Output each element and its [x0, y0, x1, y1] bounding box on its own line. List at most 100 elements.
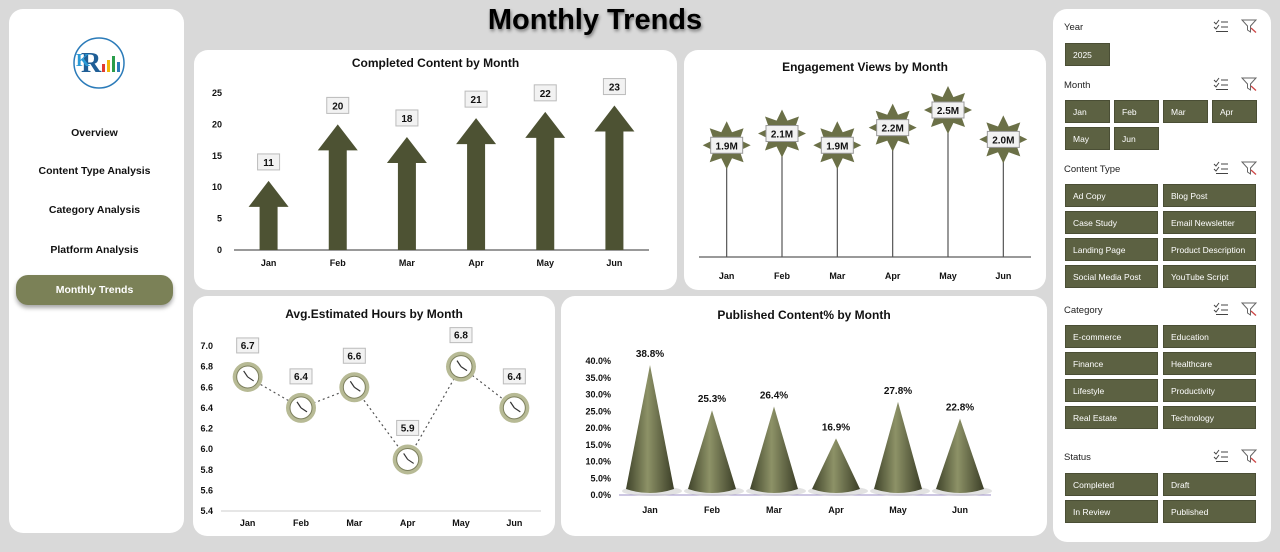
slicer-option[interactable]: Completed [1065, 473, 1158, 496]
data-label-box [710, 136, 744, 154]
data-label: 22 [540, 89, 552, 100]
slicer-option[interactable]: Case Study [1065, 211, 1158, 234]
arrow-bar [525, 111, 566, 250]
slicer-option[interactable]: Jan [1065, 100, 1110, 123]
multi-select-icon[interactable] [1213, 161, 1229, 180]
data-label-box [236, 337, 260, 354]
clock-hand [354, 386, 361, 392]
y-tick-label: 5.6 [200, 485, 213, 495]
y-tick-label: 5.8 [200, 465, 213, 475]
slicer-option[interactable]: 2025 [1065, 43, 1110, 66]
slicer-option[interactable]: Apr [1212, 100, 1257, 123]
x-tick-label: Jan [719, 271, 735, 281]
slicer-option[interactable]: Social Media Post [1065, 265, 1158, 288]
slicer-option[interactable]: Education [1163, 325, 1256, 348]
x-tick-label: May [452, 518, 470, 528]
data-label-box [342, 347, 366, 364]
clock-hand [514, 407, 521, 413]
y-tick-label: 15 [212, 151, 222, 161]
filter-title: Content Type [1064, 164, 1121, 175]
x-tick-label: Feb [774, 271, 791, 281]
clock-hand [403, 453, 409, 460]
filter-title: Month [1064, 80, 1091, 91]
data-label: 2.5M [937, 106, 959, 117]
slicer-option[interactable]: E-commerce [1065, 325, 1158, 348]
filter-3-controls [1213, 302, 1258, 321]
clear-filter-icon[interactable] [1240, 77, 1258, 96]
nav-content-type-analysis[interactable]: Content Type Analysis [38, 165, 151, 177]
data-label-box [876, 119, 910, 137]
data-label: 6.8 [454, 331, 468, 342]
nav-platform-analysis[interactable]: Platform Analysis [50, 244, 139, 256]
slicer-option[interactable]: Real Estate [1065, 406, 1158, 429]
avg-hours-plot: 7.0 6.8 6.6 6.4 6.2 6.0 5.8 5.6 5.4 6.7 Jan 6.4 Feb 6… [200, 327, 541, 528]
completed-content-plot: 0 5 10 15 20 25 11 Jan 20 Feb 18 Mar 21 Apr 22 May 23 Jun [212, 78, 649, 268]
nav-category-analysis[interactable]: Category Analysis [48, 204, 141, 216]
chart-title: Completed Content by Month [351, 56, 520, 70]
multi-select-icon[interactable] [1213, 302, 1229, 321]
slicer-option[interactable]: Draft [1163, 473, 1256, 496]
engagement-views-plot: 1.9M Jan 2.1M Feb 1.9M Mar 2.2M Apr 2.5M May 2.0M J… [699, 86, 1031, 281]
multi-select-icon[interactable] [1213, 19, 1229, 38]
nav-overview[interactable]: Overview [71, 127, 118, 139]
y-tick-label: 6.4 [200, 403, 213, 413]
slicer-option[interactable]: Ad Copy [1065, 184, 1158, 207]
y-tick-label: 0 [217, 245, 222, 255]
slicer-option[interactable]: Feb [1114, 100, 1159, 123]
slicer-option[interactable]: Landing Page [1065, 238, 1158, 261]
slicer-option[interactable]: Finance [1065, 352, 1158, 375]
y-tick-label: 20.0% [585, 423, 611, 433]
slicer-option[interactable]: Technology [1163, 406, 1256, 429]
slicer-option[interactable]: Healthcare [1163, 352, 1256, 375]
slicer-option[interactable]: Email Newsletter [1163, 211, 1256, 234]
data-label-box [820, 136, 854, 154]
clear-filter-icon[interactable] [1240, 161, 1258, 180]
slicer-option[interactable]: Product Description [1163, 238, 1256, 261]
multi-select-icon[interactable] [1213, 449, 1229, 468]
data-label: 1.9M [826, 141, 848, 152]
arrow-bar [248, 180, 289, 250]
data-label: 1.9M [716, 141, 738, 152]
slicer-option[interactable]: YouTube Script [1163, 265, 1256, 288]
slicer-option[interactable]: Mar [1163, 100, 1208, 123]
data-label: 25.3% [698, 394, 726, 405]
clock-hand [247, 376, 254, 382]
data-label: 21 [471, 95, 483, 106]
nav-monthly-trends[interactable]: Monthly Trends [16, 275, 173, 305]
x-tick-label: Jun [952, 505, 968, 515]
published-content-chart: Published Content% by Month 40.0% 35.0% 30… [561, 296, 1047, 536]
slicer-option[interactable]: Lifestyle [1065, 379, 1158, 402]
multi-select-icon[interactable] [1213, 77, 1229, 96]
y-tick-label: 20 [212, 119, 222, 129]
slicer-option[interactable]: Productivity [1163, 379, 1256, 402]
x-tick-label: Apr [885, 271, 901, 281]
navigation-panel: R K Overview Content Type Analysis Categ… [9, 9, 184, 533]
data-label: 16.9% [822, 422, 850, 433]
filter-4-controls [1213, 449, 1258, 468]
y-tick-label: 25 [212, 88, 222, 98]
company-logo: R K [72, 36, 126, 90]
clock-hand [460, 366, 468, 372]
slicer-option[interactable]: May [1065, 127, 1110, 150]
slicer-option[interactable]: Published [1163, 500, 1256, 523]
data-label-box [986, 130, 1020, 148]
clock-hand [509, 401, 515, 409]
slicer-option[interactable]: Jun [1114, 127, 1159, 150]
slicer-option[interactable]: Blog Post [1163, 184, 1256, 207]
clock-hand [243, 370, 249, 378]
data-label: 2.2M [882, 124, 904, 135]
x-tick-label: Jun [995, 271, 1011, 281]
published-content-plot: 40.0% 35.0% 30.0% 25.0% 20.0% 15.0% 10.0% 5.0% 0… [585, 349, 992, 515]
slicer-option[interactable]: In Review [1065, 500, 1158, 523]
clear-filter-icon[interactable] [1240, 19, 1258, 38]
clock-hand [296, 401, 302, 409]
data-label: 26.4% [760, 391, 788, 402]
data-label: 18 [401, 114, 413, 125]
x-tick-label: May [939, 271, 957, 281]
svg-text:K: K [76, 50, 90, 70]
y-tick-label: 25.0% [585, 406, 611, 416]
clear-filter-icon[interactable] [1240, 302, 1258, 321]
clear-filter-icon[interactable] [1240, 449, 1258, 468]
filter-title: Year [1064, 22, 1084, 33]
data-label-box [464, 90, 488, 108]
